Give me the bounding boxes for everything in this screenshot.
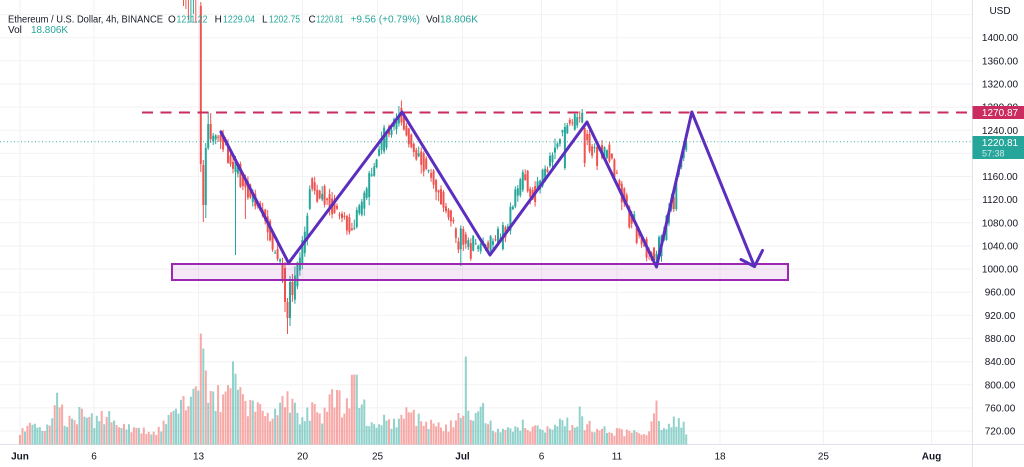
svg-text:H: H [215,15,222,26]
svg-text:+9.56 (+0.79%): +9.56 (+0.79%) [351,15,421,26]
svg-text:O: O [168,15,176,26]
svg-text:1220.81: 1220.81 [982,138,1019,149]
svg-text:720.00: 720.00 [985,427,1016,438]
svg-text:960.00: 960.00 [985,288,1016,299]
svg-text:18.806K: 18.806K [31,25,68,36]
svg-text:Jul: Jul [455,452,470,463]
svg-text:6: 6 [91,452,97,463]
svg-text:25: 25 [818,452,830,463]
svg-text:1202.75: 1202.75 [269,15,300,26]
svg-text:Ethereum / U.S. Dollar, 4h, BI: Ethereum / U.S. Dollar, 4h, BINANCE [8,15,163,26]
svg-text:1400.00: 1400.00 [982,33,1019,44]
svg-text:1120.00: 1120.00 [982,195,1018,206]
svg-text:13: 13 [193,452,205,463]
svg-text:6: 6 [539,452,545,463]
svg-text:1360.00: 1360.00 [982,56,1019,67]
svg-text:1320.00: 1320.00 [982,80,1019,91]
svg-text:Jun: Jun [11,452,29,463]
svg-text:Vol: Vol [426,15,440,26]
svg-text:1160.00: 1160.00 [982,172,1018,183]
svg-text:USD: USD [989,6,1010,17]
svg-text:25: 25 [372,452,384,463]
svg-text:18.806K: 18.806K [440,15,478,26]
svg-text:1080.00: 1080.00 [982,218,1019,229]
svg-text:800.00: 800.00 [985,380,1016,391]
svg-text:1229.04: 1229.04 [223,15,255,26]
svg-text:C: C [309,15,316,26]
svg-text:760.00: 760.00 [985,403,1016,414]
svg-text:1220.81: 1220.81 [317,15,344,26]
svg-text:L: L [262,15,268,26]
svg-text:920.00: 920.00 [985,311,1016,322]
svg-text:1211.22: 1211.22 [177,15,208,26]
svg-text:840.00: 840.00 [985,357,1016,368]
svg-text:1040.00: 1040.00 [982,242,1019,253]
svg-text:11: 11 [612,452,623,463]
svg-text:880.00: 880.00 [985,334,1016,345]
svg-text:Aug: Aug [922,452,941,463]
svg-text:1240.00: 1240.00 [982,126,1019,137]
svg-text:57:38: 57:38 [982,149,1005,159]
svg-text:1000.00: 1000.00 [982,265,1019,276]
svg-text:20: 20 [297,452,309,463]
svg-text:18: 18 [714,452,726,463]
svg-text:1270.87: 1270.87 [982,108,1019,119]
svg-text:Vol: Vol [8,25,22,36]
